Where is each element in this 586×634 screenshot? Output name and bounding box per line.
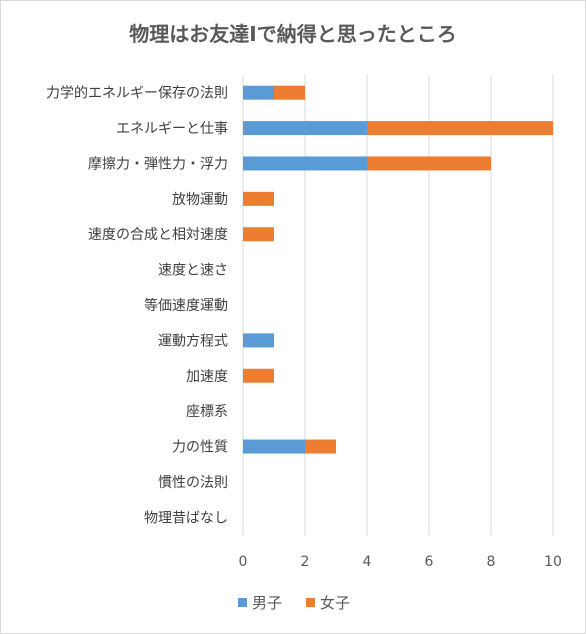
category-labels: 力学的エネルギー保存の法則エネルギーと仕事摩擦力・弾性力・浮力放物運動速度の合成… [46, 86, 228, 527]
bar-segment [243, 191, 274, 206]
x-tick-label: 10 [544, 554, 562, 570]
bar-segment [367, 156, 491, 171]
bar-segment [243, 368, 274, 383]
bar-segment [274, 85, 305, 100]
tick-labels: 0 2 4 6 8 10 [239, 554, 562, 570]
category-label: 速度と速さ [158, 263, 228, 279]
category-label: 力学的エネルギー保存の法則 [46, 86, 228, 102]
category-label: 慣性の法則 [158, 474, 228, 491]
x-tick-label: 2 [301, 554, 310, 570]
bar-segment [243, 156, 367, 171]
x-tick-label: 4 [363, 554, 372, 570]
category-label: 等価速度運動 [144, 297, 228, 314]
category-label: 加速度 [186, 369, 228, 385]
legend-label: 女子 [320, 594, 350, 612]
x-tick-label: 8 [487, 554, 496, 570]
category-label: 速度の合成と相対速度 [88, 227, 228, 243]
bar-segment [243, 439, 305, 454]
x-tick-label: 0 [239, 554, 248, 570]
bar-segment [243, 227, 274, 242]
bar-segment [243, 333, 274, 348]
legend-swatch [306, 598, 315, 607]
legend-swatch [238, 598, 247, 607]
category-label: 物理昔ばなし [144, 510, 228, 526]
category-label: 運動方程式 [158, 333, 228, 349]
bar-segment [243, 85, 274, 100]
x-tick-label: 6 [425, 554, 434, 570]
category-label: 放物運動 [172, 192, 228, 208]
category-label: エネルギーと仕事 [116, 121, 228, 137]
category-label: 力の性質 [172, 440, 228, 456]
category-label: 摩擦力・弾性力・浮力 [88, 155, 228, 172]
legend-label: 男子 [252, 594, 282, 612]
chart-title: 物理はお友達Ⅰで納得と思ったところ [129, 22, 457, 46]
bars [243, 85, 553, 454]
category-label: 座標系 [186, 404, 228, 420]
legend: 男子 女子 [238, 594, 350, 612]
gridlines [242, 75, 554, 535]
bar-segment [243, 121, 367, 136]
bar-segment [305, 439, 336, 454]
bar-segment [367, 121, 553, 136]
